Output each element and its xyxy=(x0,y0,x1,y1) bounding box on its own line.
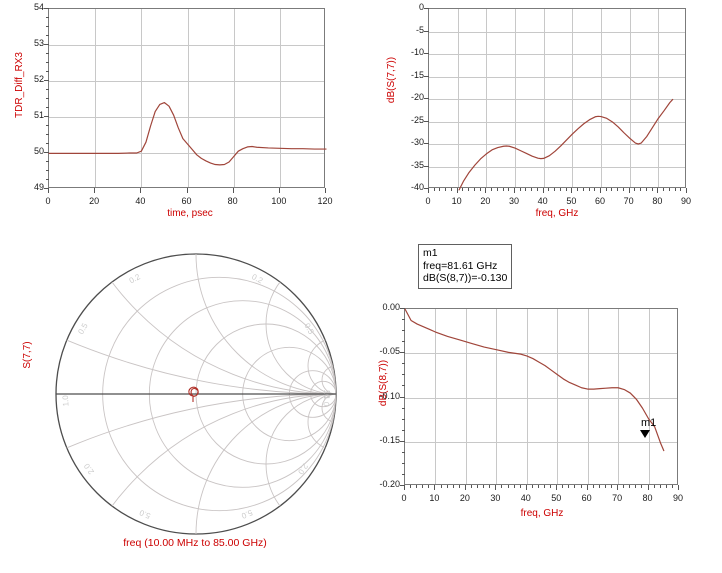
return_loss-y-tick-label: -25 xyxy=(410,114,424,125)
insertion_loss-y-tick-label: -0.10 xyxy=(379,390,400,401)
tdr-y-axis-title: TDR_Diff_RX3 xyxy=(14,52,25,118)
marker-callout-value: dB(S(8,7))=-0.130 xyxy=(423,272,508,284)
tdr-x-tick-label: 0 xyxy=(45,196,51,206)
tdr-x-tick-label: 120 xyxy=(317,196,333,206)
panel-return-loss: dB(S(7,7)) freq, GHz -40 -35 -30 -25 -20 -15-… xyxy=(362,0,722,230)
svg-text:0.5: 0.5 xyxy=(76,321,90,336)
svg-text:0.2: 0.2 xyxy=(128,272,143,285)
insertion_loss-x-tick-label: 50 xyxy=(551,493,562,503)
return-loss-plot-area[interactable] xyxy=(428,8,686,191)
svg-text:1.0: 1.0 xyxy=(61,394,71,406)
return_loss-x-tick-label: 80 xyxy=(652,196,663,206)
return_loss-y-tick-label: -5 xyxy=(415,24,424,35)
svg-text:5.0: 5.0 xyxy=(138,508,152,521)
tdr-y-tick-label: 53 xyxy=(33,38,44,48)
svg-text:2.0: 2.0 xyxy=(82,461,96,476)
tdr-x-tick-label: 80 xyxy=(227,196,238,206)
marker-callout-m1[interactable]: m1 freq=81.61 GHz dB(S(8,7))=-0.130 xyxy=(418,244,513,289)
panel-tdr-diff-rx3: TDR_Diff_RX3 time, psec 49 50 51 52 53 54 0 20 4… xyxy=(0,0,360,230)
tdr-plot-area[interactable] xyxy=(48,8,327,188)
return_loss-y-tick-label: -20 xyxy=(410,92,424,102)
tdr-x-tick-label: 40 xyxy=(135,196,146,206)
insertion_loss-x-tick-label: 0 xyxy=(401,493,407,503)
insertion_loss-x-tick-label: 30 xyxy=(490,493,501,503)
return_loss-x-tick-label: 90 xyxy=(680,196,691,206)
smith-chart-graphic[interactable]: 0.20.51.02.05.00.20.51.02.05.010 xyxy=(38,246,358,546)
return_loss-x-tick-label: 70 xyxy=(623,196,634,206)
return_loss-x-tick-label: 0 xyxy=(425,196,431,206)
return-loss-x-axis-title: freq, GHz xyxy=(535,208,579,219)
tdr-y-tick-label: 50 xyxy=(33,146,44,156)
smith-y-axis-title: S(7,7) xyxy=(22,341,33,369)
insertion_loss-x-tick-label: 10 xyxy=(429,493,440,503)
panel-insertion-loss: m1 freq=81.61 GHz dB(S(8,7))=-0.130 dB(S… xyxy=(362,240,722,573)
tdr-x-axis-title: time, psec xyxy=(167,208,213,219)
insertion_loss-x-tick-label: 90 xyxy=(672,493,683,503)
svg-text:5.0: 5.0 xyxy=(240,508,254,521)
insertion_loss-y-tick-label: 0.00 xyxy=(382,302,400,312)
smith-chart-caption: freq (10.00 MHz to 85.00 GHz) xyxy=(123,537,267,549)
return_loss-x-tick-label: 60 xyxy=(594,196,605,206)
tdr-y-tick-label: 54 xyxy=(33,2,44,12)
insertion_loss-x-tick-label: 40 xyxy=(520,493,531,503)
marker-callout-name: m1 xyxy=(423,247,438,259)
svg-text:1.0: 1.0 xyxy=(322,395,332,407)
marker-arrow-m1 xyxy=(640,430,650,438)
insertion-loss-plot-area[interactable] xyxy=(404,308,678,485)
return_loss-x-tick-label: 20 xyxy=(480,196,491,206)
tdr-x-tick-label: 20 xyxy=(89,196,100,206)
insertion_loss-x-tick-label: 80 xyxy=(642,493,653,503)
insertion_loss-y-tick-label: -0.15 xyxy=(379,434,400,445)
return_loss-y-tick-label: -40 xyxy=(410,182,424,192)
panel-smith-chart: S(7,7) 0.2 0.5 1.0 2.0 5.0 0.2 0.5 1.0 2.0 5.0 10 … xyxy=(0,240,360,573)
return_loss-y-tick-label: -15 xyxy=(410,69,424,80)
tdr-y-tick-label: 52 xyxy=(33,74,44,84)
return_loss-y-tick-label: -35 xyxy=(410,159,424,170)
return_loss-y-tick-label: -30 xyxy=(410,137,424,147)
svg-text:2.0: 2.0 xyxy=(296,462,310,477)
insertion_loss-trace xyxy=(404,308,665,452)
return_loss-x-tick-label: 10 xyxy=(451,196,462,206)
insertion_loss-y-tick-label: -0.20 xyxy=(379,479,400,489)
tdr-trace xyxy=(48,102,327,166)
marker-callout-freq: freq=81.61 GHz xyxy=(423,259,498,272)
return_loss-x-tick-label: 50 xyxy=(566,196,577,206)
marker-label-m1: m1 xyxy=(641,417,657,429)
return_loss-y-tick-label: 0 xyxy=(418,2,424,12)
return_loss-y-tick-label: -10 xyxy=(410,47,424,57)
tdr-y-tick-label: 51 xyxy=(33,110,44,120)
insertion_loss-x-tick-label: 70 xyxy=(612,493,623,503)
tdr-y-tick-label: 49 xyxy=(33,182,44,192)
svg-text:0.2: 0.2 xyxy=(250,272,265,285)
tdr-x-tick-label: 60 xyxy=(181,196,192,206)
return_loss-trace xyxy=(458,98,674,191)
insertion_loss-y-tick-label: -0.05 xyxy=(379,346,400,357)
insertion_loss-x-tick-label: 60 xyxy=(581,493,592,503)
svg-text:10: 10 xyxy=(322,390,331,399)
return_loss-x-tick-label: 40 xyxy=(537,196,548,206)
insertion_loss-x-tick-label: 20 xyxy=(459,493,470,503)
return_loss-x-tick-label: 30 xyxy=(508,196,519,206)
insertion-loss-x-axis-title: freq, GHz xyxy=(520,508,564,519)
tdr-x-tick-label: 100 xyxy=(271,196,287,206)
